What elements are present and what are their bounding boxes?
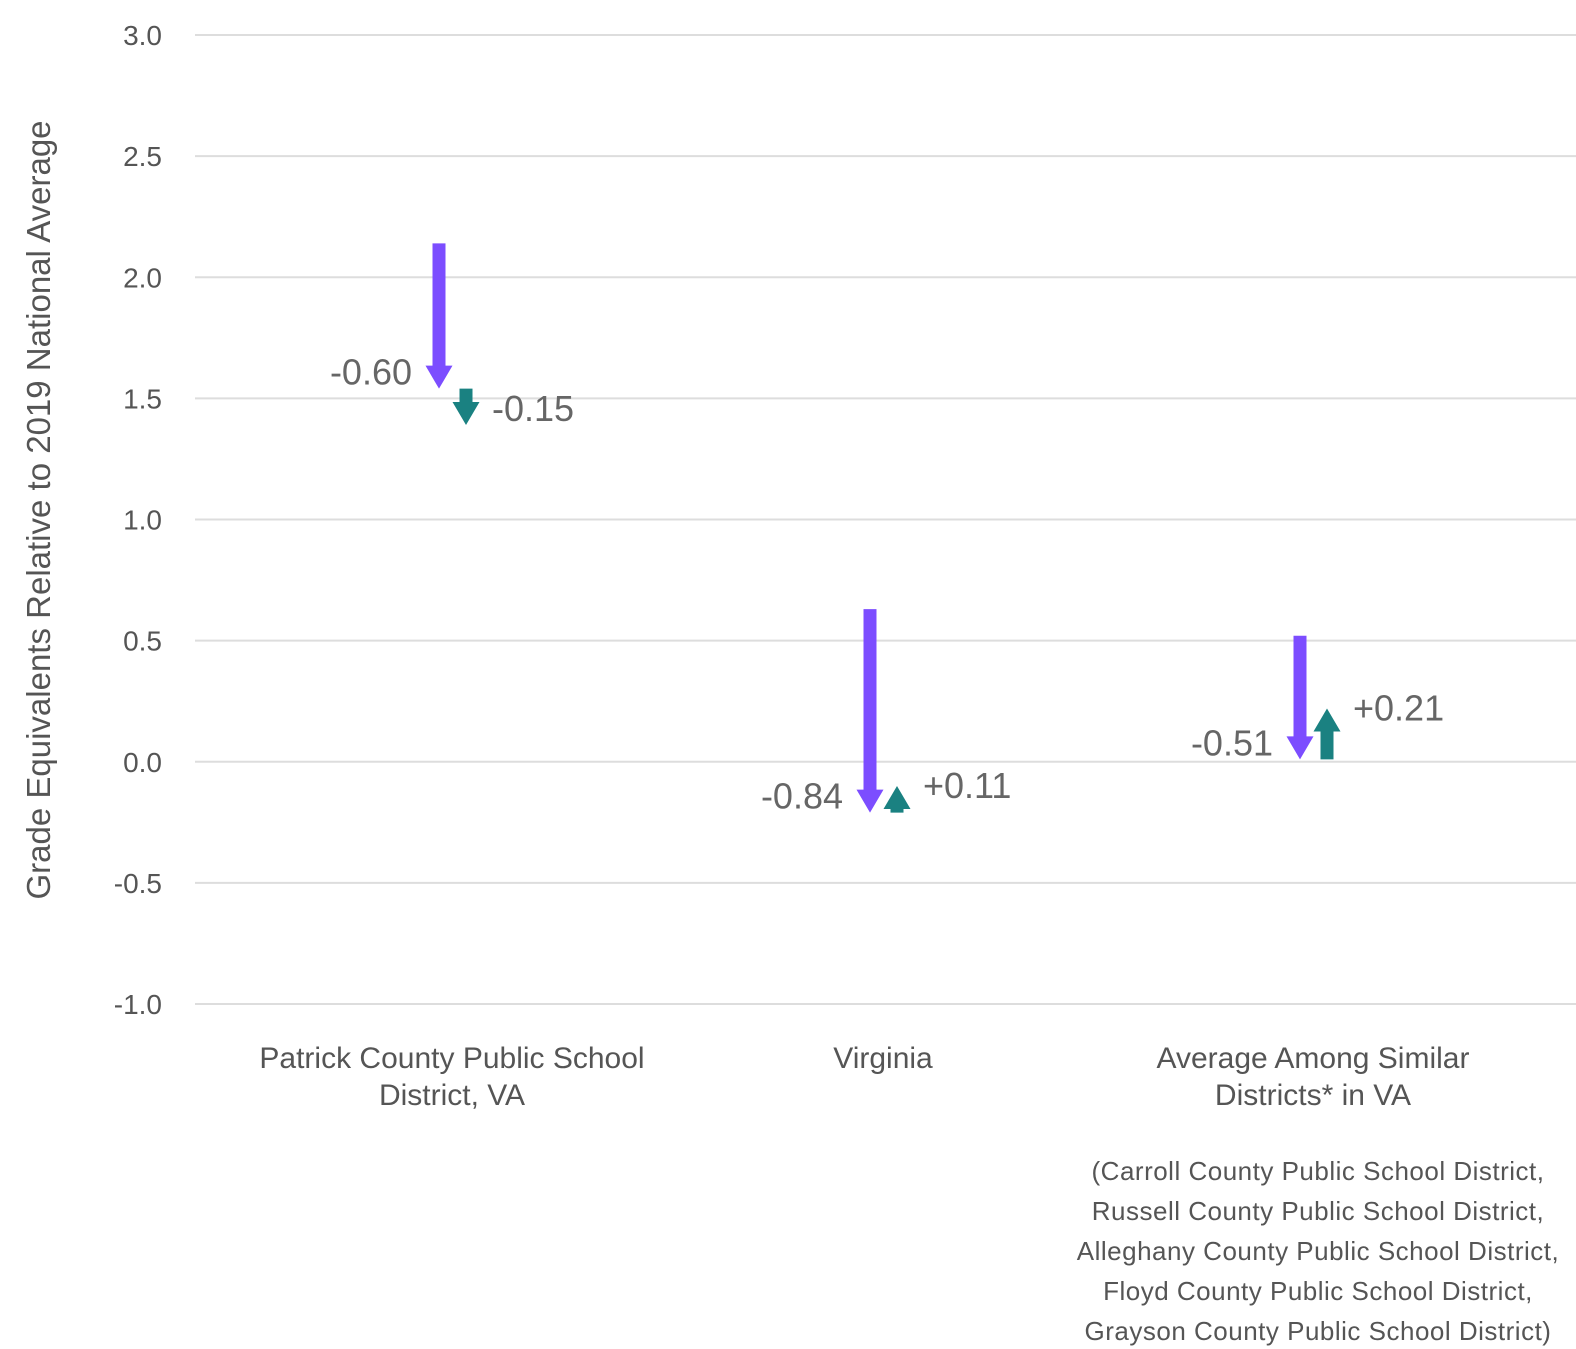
second-change-label: +0.21: [1353, 687, 1444, 728]
footnote-line: Alleghany County Public School District,: [1077, 1236, 1559, 1266]
y-tick-label: 1.0: [123, 505, 162, 536]
footnote-line: Grayson County Public School District): [1085, 1316, 1552, 1346]
category-label: Virginia: [833, 1042, 933, 1075]
second-change-arrow: [452, 388, 480, 426]
footnote: (Carroll County Public School District, R…: [1077, 1156, 1559, 1346]
y-tick-label: 0.5: [123, 626, 162, 657]
first-change-arrow: [1286, 635, 1314, 760]
first-change-arrow: [856, 609, 884, 813]
category-label: District, VA: [379, 1079, 525, 1112]
second-change-arrow: [1313, 708, 1341, 760]
second-change-arrow: [883, 785, 911, 813]
second-change-label: +0.11: [923, 765, 1011, 806]
y-tick-label: 2.0: [123, 262, 162, 293]
arrow-group: -0.84 +0.11: [761, 609, 1011, 817]
arrow-marks: -0.60 -0.15 -0.84 +0.11 -0.51 +0.21: [330, 243, 1444, 817]
first-change-arrow: [425, 243, 453, 389]
y-tick-label: 2.5: [123, 141, 162, 172]
footnote-line: Floyd County Public School District,: [1103, 1276, 1533, 1306]
y-axis-label: Grade Equivalents Relative to 2019 Natio…: [20, 120, 57, 899]
y-tick-label: 3.0: [123, 20, 162, 51]
category-label: Average Among Similar: [1157, 1042, 1470, 1075]
arrow-group: -0.60 -0.15: [330, 243, 574, 429]
y-tick-label: 0.0: [123, 747, 162, 778]
first-change-label: -0.51: [1191, 722, 1273, 763]
footnote-line: (Carroll County Public School District,: [1092, 1156, 1545, 1186]
second-change-label: -0.15: [492, 388, 574, 429]
first-change-label: -0.60: [330, 352, 412, 393]
arrow-group: -0.51 +0.21: [1191, 635, 1444, 763]
category-label: Patrick County Public School: [259, 1042, 644, 1075]
first-change-label: -0.84: [761, 776, 843, 817]
category-label: Districts* in VA: [1215, 1079, 1411, 1112]
y-tick-label: -0.5: [114, 868, 162, 899]
footnote-line: Russell County Public School District,: [1092, 1196, 1545, 1226]
category-labels: Patrick County Public School District, VA…: [259, 1042, 1469, 1112]
gridlines: [195, 34, 1576, 1005]
y-tick-label: -1.0: [114, 989, 162, 1020]
y-axis-ticks: 3.0 2.5 2.0 1.5 1.0 0.5 0.0 -0.5 -1.0: [114, 20, 162, 1020]
y-tick-label: 1.5: [123, 383, 162, 414]
